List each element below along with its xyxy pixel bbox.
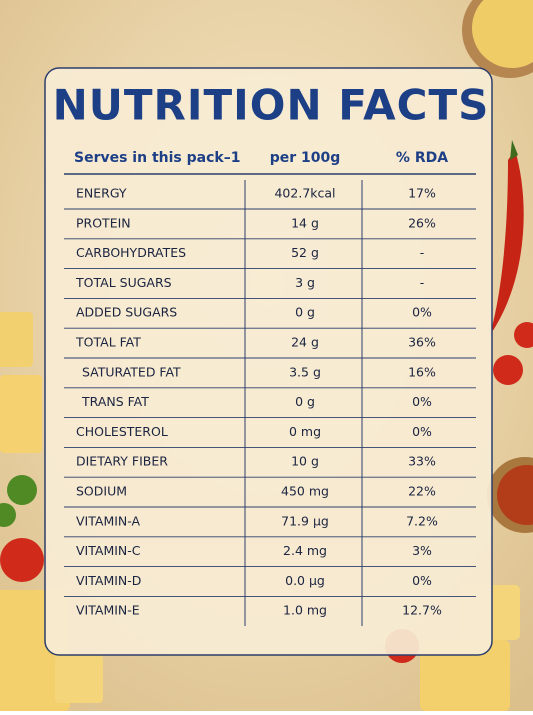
- row-label: SODIUM: [76, 484, 127, 499]
- title: NUTRITION FACTS: [53, 81, 490, 130]
- cheese-cube: [0, 312, 33, 367]
- row-label: VITAMIN-A: [76, 513, 141, 528]
- rda: 33%: [408, 454, 436, 469]
- rda: 26%: [408, 215, 436, 230]
- rda: 22%: [408, 484, 436, 499]
- cheese-cube: [55, 655, 103, 703]
- cheese-block: [420, 640, 510, 711]
- row-label: CHOLESTEROL: [76, 424, 168, 439]
- row-label: TOTAL SUGARS: [75, 275, 172, 290]
- chili-stem: [510, 140, 518, 160]
- chili-slice: [493, 355, 523, 385]
- rda: 0%: [412, 573, 432, 588]
- per-100g: 0.0 µg: [285, 573, 325, 588]
- rda: 12.7%: [402, 603, 442, 618]
- row-label: TOTAL FAT: [75, 335, 141, 350]
- row-label: VITAMIN-E: [76, 603, 140, 618]
- rda: 3%: [412, 543, 432, 558]
- row-label: DIETARY FIBER: [76, 454, 168, 469]
- per-100g: 0 g: [295, 394, 315, 409]
- chili-slice: [0, 538, 44, 582]
- row-label: ENERGY: [76, 186, 127, 201]
- per-100g: 24 g: [291, 335, 319, 350]
- row-label: CARBOHYDRATES: [76, 245, 186, 260]
- rda: 0%: [412, 394, 432, 409]
- rda: 36%: [408, 335, 436, 350]
- per-100g: 1.0 mg: [283, 603, 327, 618]
- rda: 7.2%: [406, 513, 438, 528]
- per-100g: 3.5 g: [289, 364, 321, 379]
- rda: 16%: [408, 364, 436, 379]
- header-cell: % RDA: [396, 150, 448, 166]
- rda: 0%: [412, 424, 432, 439]
- per-100g: 52 g: [291, 245, 319, 260]
- row-label: SATURATED FAT: [82, 364, 181, 379]
- chili-flakes: [497, 465, 533, 525]
- cheese-cube: [0, 375, 42, 453]
- row-label: TRANS FAT: [81, 394, 149, 409]
- jalapeno-slice: [7, 475, 37, 505]
- row-label: PROTEIN: [76, 215, 131, 230]
- grated-cheese: [472, 0, 533, 68]
- per-100g: 10 g: [291, 454, 319, 469]
- rda: 17%: [408, 186, 436, 201]
- per-100g: 0 mg: [289, 424, 321, 439]
- header-cell: per 100g: [270, 150, 341, 166]
- per-100g: 3 g: [295, 275, 315, 290]
- per-100g: 71.9 µg: [281, 513, 329, 528]
- header-cell: Serves in this pack–1: [74, 150, 240, 166]
- jalapeno-slice: [0, 503, 16, 527]
- card: [44, 67, 493, 656]
- per-100g: 14 g: [291, 215, 319, 230]
- rda: 0%: [412, 305, 432, 320]
- row-label: ADDED SUGARS: [76, 305, 177, 320]
- per-100g: 0 g: [295, 305, 315, 320]
- row-label: VITAMIN-D: [76, 573, 141, 588]
- row-label: VITAMIN-C: [76, 543, 141, 558]
- chili: [490, 150, 524, 335]
- per-100g: 402.7kcal: [274, 186, 335, 201]
- rda: -: [420, 245, 425, 260]
- rda: -: [420, 275, 425, 290]
- chili-slice: [514, 322, 533, 348]
- per-100g: 450 mg: [281, 484, 329, 499]
- per-100g: 2.4 mg: [283, 543, 327, 558]
